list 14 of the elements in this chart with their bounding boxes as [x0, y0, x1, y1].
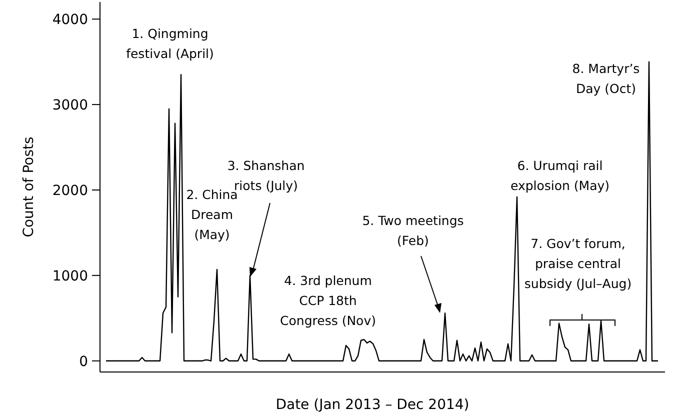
annotation: 6. Urumqi rail explosion (May) — [510, 158, 610, 193]
x-axis-title: Date (Jan 2013 – Dec 2014) — [276, 397, 470, 413]
line-series — [105, 61, 659, 362]
y-tick-label: 4000 — [52, 12, 88, 28]
annotation: 7. Gov’t forum, praise central subsidy (Jul–Aug) — [524, 236, 632, 291]
y-axis-title: Count of Posts — [21, 136, 37, 238]
annotation: 8. Martyr’s Day (Oct) — [572, 61, 640, 96]
y-tick-label: 1000 — [52, 268, 88, 284]
annotation: 1. Qingming festival (April) — [126, 26, 214, 61]
annotation: 5. Two meetings (Feb) — [362, 213, 464, 248]
annotation: 4. 3rd plenum CCP 18th Congress (Nov) — [280, 273, 376, 328]
y-tick-label: 2000 — [52, 182, 88, 199]
y-tick-label: 3000 — [52, 97, 88, 114]
y-tick-label: 0 — [79, 354, 88, 370]
